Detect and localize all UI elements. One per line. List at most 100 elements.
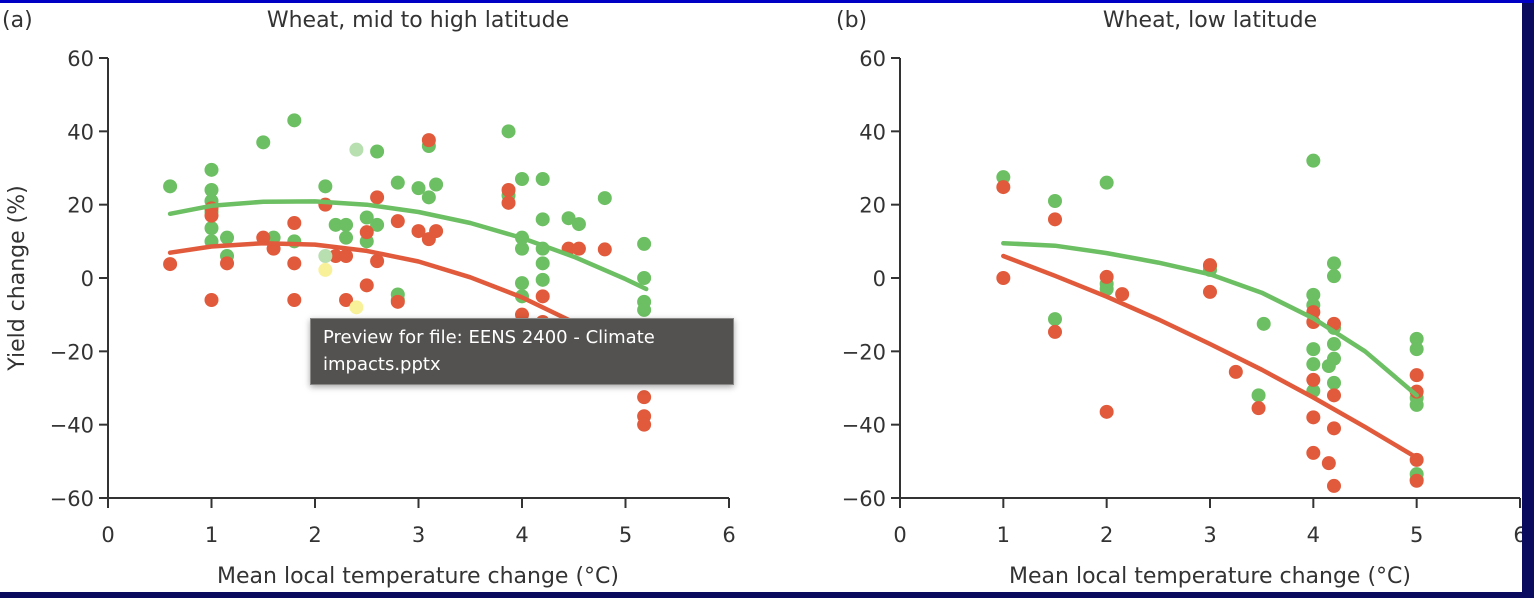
data-point [370, 217, 385, 232]
x-tick-label: 6 [722, 523, 735, 547]
data-point [163, 257, 178, 272]
data-point [1048, 324, 1062, 339]
data-point [287, 113, 302, 128]
x-tick-label: 2 [308, 523, 321, 547]
data-point [1327, 375, 1341, 390]
y-tick-label: −20 [842, 340, 886, 364]
data-point [163, 179, 178, 194]
data-point [1306, 372, 1321, 387]
data-point [359, 210, 374, 225]
data-point [996, 271, 1011, 285]
data-point [1306, 357, 1321, 372]
data-point [220, 256, 235, 271]
data-point [1306, 342, 1321, 357]
data-point [1099, 282, 1114, 296]
panel-title: Wheat, low latitude [1103, 8, 1317, 33]
data-point [328, 249, 343, 263]
data-point [421, 190, 436, 205]
data-point [370, 254, 385, 269]
y-tick-label: −20 [50, 340, 94, 364]
data-point [1048, 194, 1062, 208]
data-point [535, 172, 550, 186]
data-point [597, 191, 612, 206]
data-point [411, 181, 426, 196]
data-point [339, 249, 354, 263]
data-point [220, 230, 235, 245]
data-point [1306, 410, 1321, 425]
data-point [339, 293, 354, 307]
data-point [515, 241, 529, 256]
data-point [318, 249, 333, 263]
data-point [561, 211, 576, 226]
data-point [1099, 404, 1114, 419]
data-point [287, 293, 302, 307]
data-point [318, 179, 333, 194]
data-point [204, 208, 219, 223]
data-point [1099, 175, 1114, 190]
data-point [1048, 312, 1062, 327]
x-tick-label: 0 [101, 523, 114, 547]
data-point [1048, 212, 1062, 227]
data-point [1251, 388, 1266, 403]
data-point [1115, 287, 1130, 302]
x-tick-label: 6 [1513, 523, 1522, 547]
data-point [1228, 364, 1243, 379]
data-point [515, 276, 529, 291]
data-point [637, 417, 652, 432]
data-point [501, 195, 516, 210]
x-tick-label: 1 [205, 523, 218, 547]
data-point [1327, 388, 1341, 403]
panel-label: (a) [2, 8, 33, 33]
data-point [318, 262, 333, 277]
data-point [1327, 478, 1341, 493]
data-point [501, 124, 516, 139]
data-point [1327, 337, 1341, 351]
x-tick-label: 0 [893, 523, 906, 547]
data-point [429, 177, 444, 192]
file-preview-tooltip: Preview for file: EENS 2400 - Climate im… [310, 318, 734, 385]
data-point [996, 180, 1011, 195]
data-point [1306, 445, 1321, 460]
data-point [204, 293, 219, 307]
slide-canvas: (a) Wheat, mid to high latitude Mean local… [0, 3, 1522, 592]
y-tick-label: 0 [873, 267, 886, 291]
x-tick-label: 4 [1307, 523, 1320, 547]
data-point [996, 170, 1011, 185]
data-point [501, 183, 516, 197]
data-point [535, 272, 550, 287]
data-point [1327, 269, 1341, 284]
data-point [1099, 269, 1114, 284]
y-tick-label: −60 [50, 487, 94, 511]
x-tick-label: 5 [619, 523, 632, 547]
data-point [637, 302, 652, 317]
x-axis-title: Mean local temperature change (°C) [217, 564, 619, 589]
data-point [1409, 342, 1424, 357]
y-tick-label: 60 [859, 47, 886, 71]
data-point [411, 224, 426, 239]
data-point [204, 221, 219, 236]
data-point [1203, 284, 1217, 299]
x-tick-label: 2 [1100, 523, 1113, 547]
data-point [1306, 153, 1321, 168]
data-point [287, 256, 302, 271]
data-point [637, 271, 652, 285]
x-tick-label: 5 [1410, 523, 1423, 547]
data-point [421, 133, 436, 148]
data-point [1306, 287, 1321, 302]
data-point [571, 241, 586, 256]
data-point [637, 236, 652, 251]
x-tick-label: 4 [515, 523, 528, 547]
data-point [1321, 359, 1336, 373]
data-point [349, 142, 364, 157]
data-point [535, 212, 550, 227]
data-point [1203, 258, 1217, 273]
data-point [1251, 401, 1266, 416]
data-point [637, 390, 652, 405]
y-axis-title: Yield change (%) [5, 185, 30, 371]
data-point [1327, 421, 1341, 436]
fit-line-green [1001, 240, 1419, 398]
data-point [390, 214, 405, 229]
data-point [339, 230, 354, 245]
x-tick-label: 3 [412, 523, 425, 547]
